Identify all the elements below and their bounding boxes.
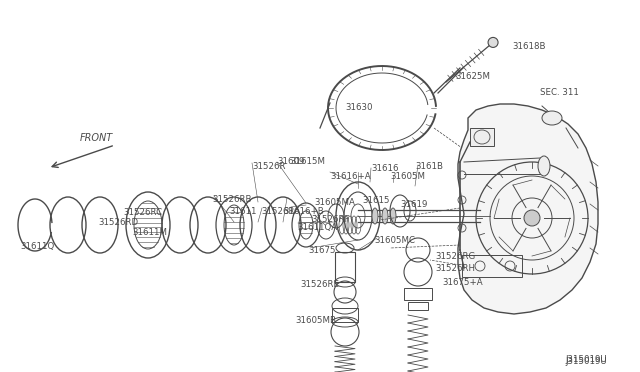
Text: J315019U: J315019U bbox=[565, 357, 607, 366]
Bar bbox=[470, 128, 494, 146]
Bar bbox=[332, 308, 358, 322]
Bar bbox=[462, 255, 522, 277]
Ellipse shape bbox=[542, 111, 562, 125]
Ellipse shape bbox=[372, 208, 378, 224]
Text: 31526RH: 31526RH bbox=[435, 264, 475, 273]
Text: FRONT: FRONT bbox=[80, 133, 113, 143]
Text: 31611QA: 31611QA bbox=[297, 223, 337, 232]
Text: 31526R: 31526R bbox=[252, 162, 285, 171]
Text: 31526RG: 31526RG bbox=[435, 252, 476, 261]
Text: 31611Q: 31611Q bbox=[20, 242, 54, 251]
Text: J315019U: J315019U bbox=[565, 355, 607, 364]
Text: 31616: 31616 bbox=[371, 164, 399, 173]
Ellipse shape bbox=[390, 208, 396, 224]
Text: 31526RA: 31526RA bbox=[261, 207, 300, 216]
Text: 31526RC: 31526RC bbox=[123, 208, 162, 217]
Text: 31625M: 31625M bbox=[455, 72, 490, 81]
Text: 31609: 31609 bbox=[277, 157, 305, 166]
Text: 31675+A: 31675+A bbox=[442, 278, 483, 287]
Text: 31605MB: 31605MB bbox=[295, 316, 336, 325]
Text: 3161B: 3161B bbox=[415, 162, 443, 171]
Text: 31605MC: 31605MC bbox=[374, 236, 415, 245]
Ellipse shape bbox=[538, 156, 550, 176]
Circle shape bbox=[524, 210, 540, 226]
Text: SEC. 311: SEC. 311 bbox=[540, 88, 579, 97]
Text: 31675: 31675 bbox=[308, 246, 335, 255]
Bar bbox=[335, 252, 355, 282]
Bar bbox=[408, 302, 428, 310]
Text: 31618B: 31618B bbox=[512, 42, 545, 51]
Circle shape bbox=[488, 38, 498, 47]
Text: 31619: 31619 bbox=[400, 200, 428, 209]
Text: 31605MA: 31605MA bbox=[314, 198, 355, 207]
Ellipse shape bbox=[382, 208, 388, 224]
Text: 31630: 31630 bbox=[345, 103, 372, 112]
Text: 31616+B: 31616+B bbox=[283, 207, 324, 216]
Text: 31526RD: 31526RD bbox=[98, 218, 138, 227]
Polygon shape bbox=[458, 104, 598, 314]
Text: 31605M: 31605M bbox=[390, 172, 425, 181]
Text: 31615: 31615 bbox=[362, 196, 390, 205]
Text: 31526RE: 31526RE bbox=[300, 280, 339, 289]
Text: 31526RB: 31526RB bbox=[212, 195, 252, 204]
Bar bbox=[404, 288, 432, 300]
Text: 31616+A: 31616+A bbox=[330, 172, 371, 181]
Text: 31615M: 31615M bbox=[290, 157, 325, 166]
Text: 31526RF: 31526RF bbox=[311, 215, 349, 224]
Text: 31611M: 31611M bbox=[132, 228, 167, 237]
Text: 31611: 31611 bbox=[229, 207, 257, 216]
